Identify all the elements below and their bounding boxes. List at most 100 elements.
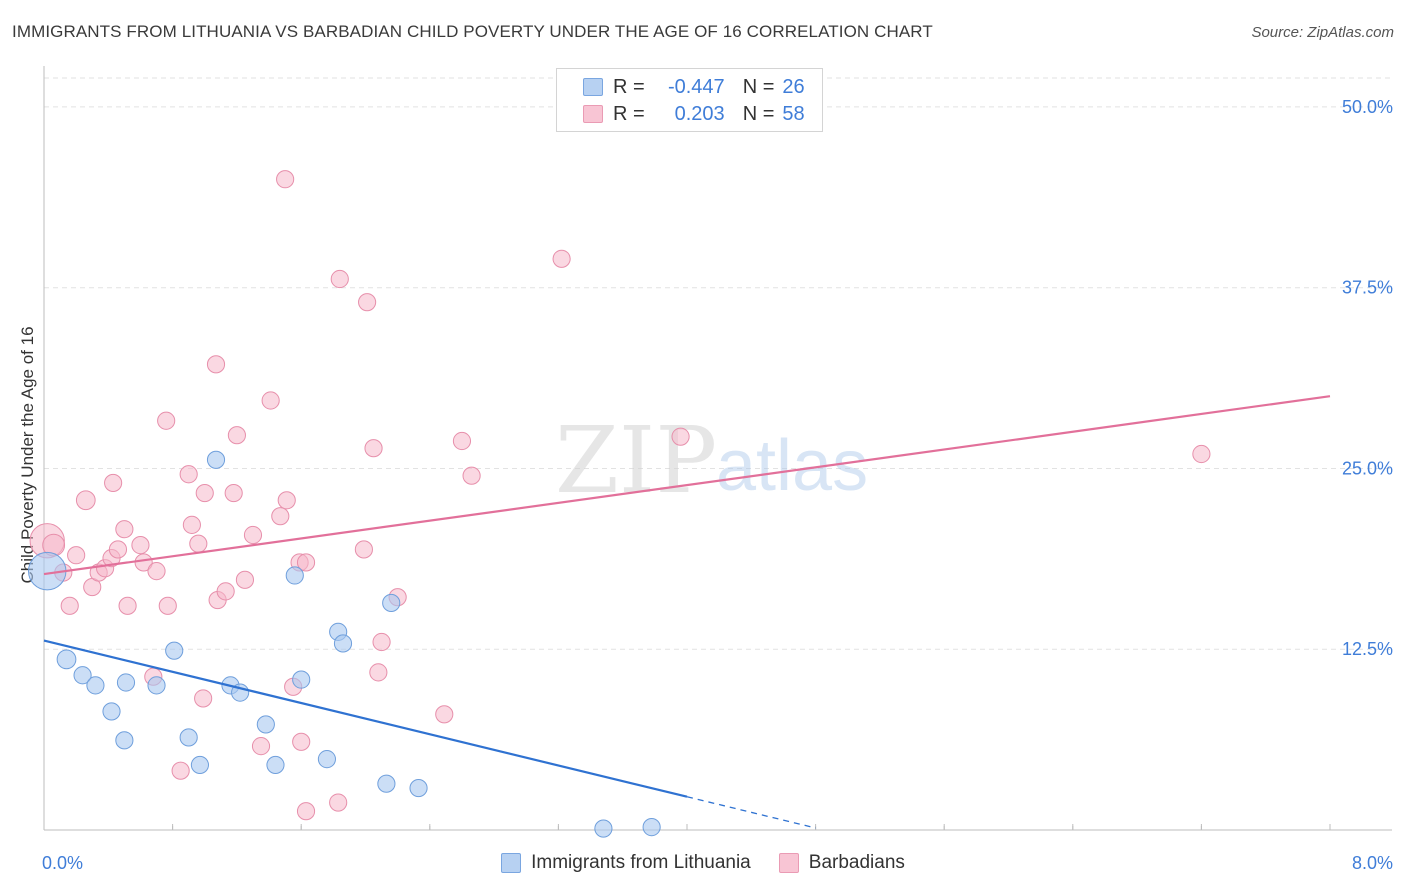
legend-item-lithuania: Immigrants from Lithuania bbox=[501, 852, 751, 874]
r-value: -0.447 bbox=[667, 75, 725, 98]
barbadians-point bbox=[60, 596, 79, 615]
lithuania-point bbox=[102, 702, 121, 721]
watermark: ZIP atlas bbox=[555, 407, 868, 514]
barbadians-point bbox=[261, 391, 280, 410]
lithuania-trend-extension bbox=[686, 796, 816, 829]
lithuania-swatch bbox=[583, 78, 603, 96]
barbadians-trend-line bbox=[43, 395, 1331, 576]
y-tick-label: 25.0% bbox=[1342, 458, 1393, 478]
lithuania-point bbox=[594, 819, 613, 838]
barbadians-legend-swatch bbox=[778, 853, 799, 873]
lithuania-points bbox=[27, 450, 661, 838]
barbadians-point bbox=[227, 426, 246, 445]
lithuania-point bbox=[292, 670, 311, 689]
barbadians-point bbox=[251, 737, 271, 756]
lithuania-point bbox=[333, 634, 353, 653]
barbadians-point bbox=[435, 705, 454, 724]
x-tick-label: 8.0% bbox=[1352, 853, 1393, 873]
barbadians-point bbox=[216, 582, 235, 601]
lithuania-point bbox=[642, 818, 661, 837]
lithuania-point bbox=[266, 755, 285, 775]
barbadians-point bbox=[296, 802, 316, 821]
lithuania-point bbox=[409, 778, 428, 798]
lithuania-point bbox=[86, 676, 105, 695]
x-tick-label: 0.0% bbox=[42, 853, 83, 873]
barbadians-point bbox=[235, 570, 255, 589]
lithuania-point bbox=[179, 728, 198, 747]
r-label: R = bbox=[613, 102, 645, 125]
barbadians-point bbox=[147, 562, 166, 581]
barbadians-point bbox=[182, 515, 201, 534]
lithuania-point bbox=[115, 731, 134, 750]
legend-row-lithuania: R = -0.447 N = 26 bbox=[583, 75, 805, 99]
lithuania-point bbox=[382, 593, 401, 613]
trend-lines bbox=[43, 395, 1331, 829]
barbadians-point bbox=[108, 540, 128, 559]
barbadians-point bbox=[67, 546, 86, 565]
lithuania-point bbox=[190, 755, 210, 775]
y-tick-label: 37.5% bbox=[1342, 278, 1393, 298]
barbadians-point bbox=[277, 491, 296, 510]
barbadians-point bbox=[171, 761, 190, 780]
barbadians-point bbox=[671, 427, 690, 446]
barbadians-point bbox=[462, 466, 481, 485]
watermark-atlas: atlas bbox=[716, 426, 868, 506]
lithuania-point bbox=[317, 750, 337, 769]
lithuania-legend-swatch bbox=[501, 853, 522, 873]
barbadians-point bbox=[1192, 444, 1211, 464]
barbadians-point bbox=[369, 663, 388, 682]
n-value: 26 bbox=[782, 75, 805, 98]
barbadians-swatch bbox=[583, 105, 603, 123]
grid-lines bbox=[44, 77, 1392, 650]
barbadians-point bbox=[329, 793, 348, 812]
barbadians-point bbox=[296, 553, 316, 572]
barbadians-point bbox=[271, 507, 290, 526]
barbadians-point bbox=[179, 465, 198, 484]
watermark-zip: ZIP bbox=[555, 407, 717, 514]
barbadians-point bbox=[276, 170, 295, 189]
lithuania-point bbox=[285, 566, 304, 585]
lithuania-point bbox=[377, 774, 396, 793]
source-credit: Source: ZipAtlas.com bbox=[1251, 24, 1394, 41]
barbadians-point bbox=[189, 534, 208, 553]
barbadians-point bbox=[158, 596, 177, 615]
barbadians-point bbox=[243, 525, 263, 545]
lithuania-point bbox=[206, 450, 226, 469]
barbadians-point bbox=[364, 439, 383, 458]
lithuania-trend-line bbox=[43, 639, 688, 798]
barbadians-point bbox=[75, 490, 96, 511]
r-value: 0.203 bbox=[674, 102, 725, 125]
correlation-legend: R = -0.447 N = 26 R = 0.203 N = 58 bbox=[556, 68, 823, 132]
y-tick-label: 50.0% bbox=[1342, 97, 1393, 117]
barbadians-point bbox=[354, 540, 373, 559]
barbadians-point bbox=[372, 632, 391, 652]
barbadians-point bbox=[131, 536, 150, 555]
barbadians-points bbox=[29, 170, 1211, 821]
axes bbox=[43, 66, 1392, 831]
legend-label-barbadians: Barbadians bbox=[808, 852, 905, 873]
barbadians-point bbox=[195, 483, 214, 503]
lithuania-point bbox=[147, 676, 166, 695]
barbadians-point bbox=[358, 293, 377, 312]
series-legend: Immigrants from Lithuania Barbadians bbox=[0, 852, 1406, 874]
n-label: N = bbox=[742, 75, 775, 98]
tick-labels: 12.5% 25.0% 37.5% 50.0% 0.0% 8.0% bbox=[42, 97, 1393, 873]
barbadians-point bbox=[115, 520, 134, 539]
barbadians-point bbox=[157, 411, 176, 430]
barbadians-point bbox=[224, 483, 243, 503]
lithuania-point bbox=[256, 715, 275, 734]
n-label: N = bbox=[742, 102, 775, 125]
legend-row-barbadians: R = 0.203 N = 58 bbox=[583, 102, 805, 126]
lithuania-point bbox=[56, 649, 77, 670]
legend-item-barbadians: Barbadians bbox=[778, 852, 905, 874]
barbadians-point bbox=[552, 249, 571, 268]
barbadians-point bbox=[292, 732, 311, 751]
barbadians-point bbox=[330, 269, 349, 289]
legend-label-lithuania: Immigrants from Lithuania bbox=[531, 852, 751, 873]
barbadians-point bbox=[194, 689, 213, 708]
barbadians-point bbox=[104, 473, 123, 493]
lithuania-point bbox=[165, 641, 184, 660]
y-tick-label: 12.5% bbox=[1342, 639, 1393, 659]
chart-title: IMMIGRANTS FROM LITHUANIA VS BARBADIAN C… bbox=[12, 22, 933, 41]
